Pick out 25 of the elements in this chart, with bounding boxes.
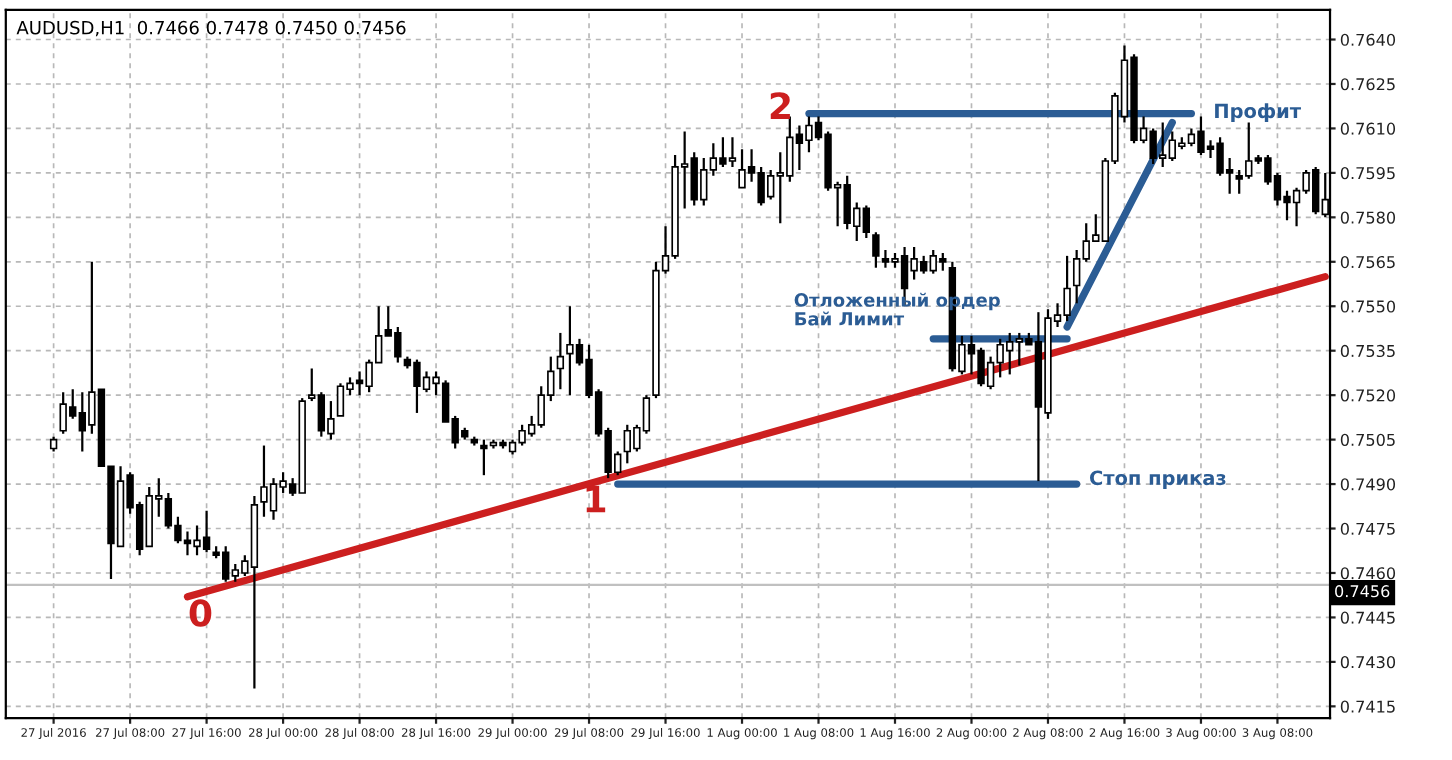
y-tick-label: 0.7535 (1340, 344, 1395, 358)
y-tick-label: 0.7460 (1340, 567, 1396, 580)
y-tick-label: 0.7415 (1340, 700, 1395, 713)
y-tick-label: 0.7640 (1340, 33, 1396, 46)
y-tick-label: 0.7430 (1340, 656, 1396, 669)
text: AUDUSD,H1 0.7466 0.7478 0.7450 0.7456 (16, 20, 406, 37)
y-tick-label: 0.7580 (1340, 211, 1396, 224)
y-tick-label: 0.7550 (1340, 300, 1396, 313)
candlestick (872, 231, 880, 269)
candlestick (556, 331, 565, 391)
y-tick-label: 0.7610 (1340, 122, 1396, 135)
y-tick-label: 0.7445 (1340, 611, 1395, 624)
y-tick-label: 0.7505 (1340, 433, 1395, 446)
annotation: 1 (586, 485, 606, 513)
annotation: Стоп приказ (1089, 470, 1226, 489)
y-tick-label: 0.7490 (1340, 478, 1396, 491)
annotation: Профит (1215, 103, 1301, 122)
annotation: 0 (189, 599, 212, 627)
y-tick-label: 0.7625 (1340, 78, 1395, 91)
y-tick-label: 0.7595 (1340, 167, 1395, 180)
annotation: 2 (770, 92, 790, 120)
y-tick-label: 0.7565 (1340, 255, 1395, 269)
y-tick-label: 0.7475 (1340, 522, 1395, 535)
y-tick-label: 0.7520 (1340, 389, 1396, 402)
ref-line-label: 0.7456 (1335, 585, 1390, 598)
